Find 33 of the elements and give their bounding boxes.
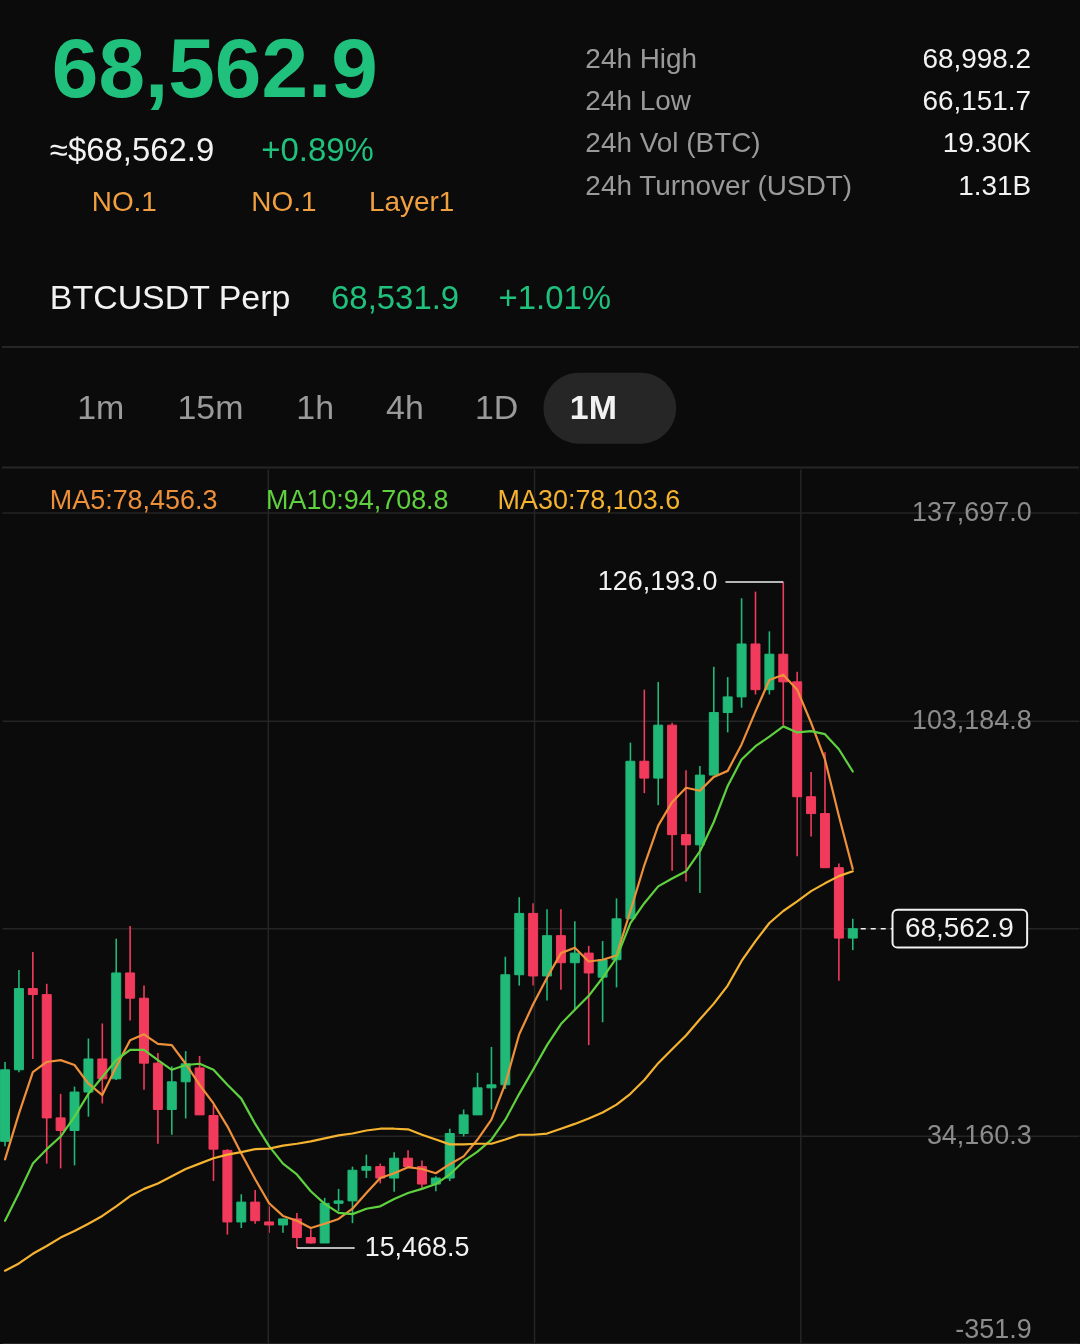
- text: 1D: [474, 387, 519, 426]
- text: 68,562.9: [51, 20, 378, 115]
- text: 1M: [569, 387, 617, 426]
- text: 1.31B: [958, 170, 1032, 202]
- text: +0.89%: [261, 131, 374, 169]
- text: MA5:78,456.3: [49, 485, 218, 516]
- text: MA10:94,708.8: [266, 485, 449, 516]
- ref-line-label: 68,562.9: [905, 911, 1014, 943]
- text: 1h: [296, 387, 334, 426]
- text: MA30:78,103.6: [497, 485, 681, 516]
- text: 24h Vol (BTC): [585, 127, 761, 159]
- text: 66,151.7: [922, 84, 1032, 116]
- text: 4h: [386, 387, 424, 426]
- annotation: 126,193.0: [597, 566, 718, 597]
- text: 24h Low: [585, 84, 692, 116]
- y-tick-label: -351.9: [955, 1313, 1032, 1344]
- text: Layer1: [368, 186, 455, 218]
- y-tick-label: 137,697.0: [911, 497, 1032, 528]
- annotation: 15,468.5: [364, 1231, 470, 1262]
- text: 24h Turnover (USDT): [585, 170, 853, 202]
- text: +1.01%: [498, 279, 612, 317]
- y-tick-label: 34,160.3: [926, 1120, 1032, 1151]
- text: NO.1: [91, 186, 157, 218]
- y-tick-label: 103,184.8: [911, 704, 1032, 735]
- text: ≈$68,562.9: [49, 131, 215, 169]
- text: NO.1: [251, 186, 317, 218]
- text: 15m: [177, 387, 244, 426]
- text: 19.30K: [942, 127, 1032, 159]
- text: BTCUSDT Perp: [49, 278, 291, 317]
- text: 68,531.9: [331, 279, 460, 317]
- text: 24h High: [585, 42, 698, 74]
- text: 1m: [77, 387, 125, 426]
- text: 68,998.2: [922, 42, 1032, 74]
